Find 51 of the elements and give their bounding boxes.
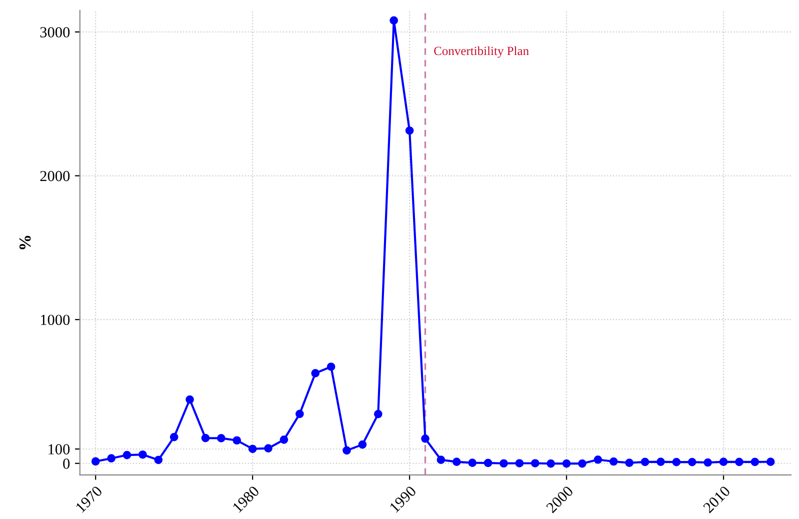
point xyxy=(452,458,461,466)
point xyxy=(704,458,712,467)
y-tick-label: 1000 xyxy=(40,314,70,326)
y-tick-label: 100 xyxy=(48,444,70,454)
point xyxy=(562,459,571,468)
point xyxy=(546,459,555,468)
point xyxy=(625,458,634,467)
point xyxy=(280,435,288,444)
point xyxy=(578,459,586,468)
point xyxy=(296,410,304,418)
point xyxy=(138,450,147,459)
point xyxy=(91,457,100,466)
point xyxy=(154,456,163,464)
point xyxy=(186,395,194,404)
point xyxy=(170,432,178,442)
point xyxy=(656,458,665,466)
y-tick-label: 3000 xyxy=(40,27,70,38)
point xyxy=(405,126,414,135)
y-tick-label: 2000 xyxy=(40,170,70,182)
point xyxy=(107,454,116,463)
point xyxy=(672,458,681,466)
point xyxy=(500,459,508,468)
point xyxy=(217,434,226,442)
point xyxy=(264,444,272,452)
point xyxy=(342,446,351,455)
point xyxy=(436,456,446,464)
point xyxy=(688,458,696,466)
y-axis-title: % xyxy=(19,236,31,250)
point xyxy=(201,434,210,442)
ref-line-label: Convertibility Plan xyxy=(434,46,529,58)
point xyxy=(311,369,320,378)
point xyxy=(122,450,132,460)
point xyxy=(421,434,430,443)
point xyxy=(232,436,242,445)
point xyxy=(735,458,744,466)
point xyxy=(358,440,367,449)
point xyxy=(374,410,382,418)
point xyxy=(530,459,540,468)
point xyxy=(766,458,775,466)
point xyxy=(609,457,618,466)
point xyxy=(640,458,650,466)
point xyxy=(515,459,524,468)
y-tick-label: 0 xyxy=(63,458,70,469)
point xyxy=(594,455,602,464)
point xyxy=(719,458,728,466)
point xyxy=(326,362,336,371)
point xyxy=(484,458,492,468)
point xyxy=(248,444,257,454)
point xyxy=(468,458,477,467)
point xyxy=(390,16,398,25)
point xyxy=(750,458,760,466)
